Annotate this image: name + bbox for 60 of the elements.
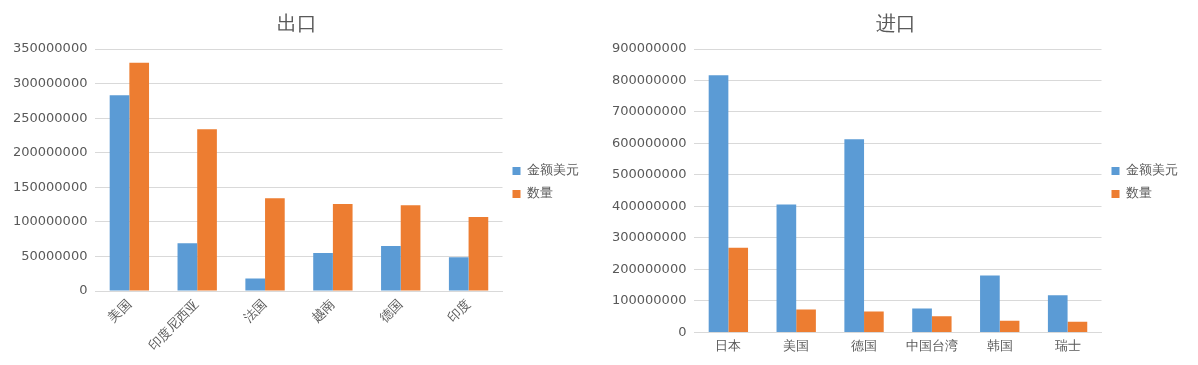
x-tick-label: 中国台湾 [905,337,958,353]
y-tick-label: 100000000 [12,213,88,229]
bar [313,252,333,291]
bar [844,139,865,332]
x-tick-label: 越南 [308,296,338,326]
bar [245,278,266,291]
x-tick-label: 瑞士 [1054,337,1081,353]
bar [999,320,1020,332]
legend-label: 数量 [1126,185,1152,201]
y-tick-label: 0 [678,323,687,339]
bar [912,308,932,332]
y-tick-label: 600000000 [611,134,687,150]
x-tick-label: 美国 [104,296,134,326]
bar [448,257,469,291]
y-tick-label: 500000000 [611,166,687,182]
legend-label: 金额美元 [527,162,579,178]
y-tick-label: 300000000 [611,229,687,245]
x-tick-label: 德国 [851,337,878,353]
bar [864,311,884,332]
bar [381,246,401,291]
chart-title: 出口 [277,11,317,36]
chart-title: 进口 [876,11,916,36]
y-tick-label: 300000000 [12,74,88,90]
bar [177,243,198,291]
x-tick-label: 法国 [240,296,270,326]
bar [129,62,150,291]
bar [1067,321,1088,332]
legend-label: 数量 [527,185,553,201]
bar [265,198,285,291]
y-tick-label: 800000000 [611,71,687,87]
y-tick-label: 900000000 [611,40,687,56]
y-tick-label: 100000000 [611,292,687,308]
x-tick-label: 印度尼西亚 [145,296,202,353]
y-tick-label: 700000000 [611,103,687,119]
bar [776,204,797,332]
bar [109,95,130,291]
bar [1047,295,1068,332]
bar [332,203,353,291]
y-tick-label: 0 [79,282,88,298]
x-tick-label: 德国 [376,296,406,326]
y-tick-label: 350000000 [12,40,88,56]
y-tick-label: 50000000 [21,247,88,263]
y-tick-label: 150000000 [12,178,88,194]
bar [796,309,816,332]
x-tick-label: 美国 [783,337,810,353]
x-tick-label: 日本 [715,337,742,353]
bar [400,205,421,291]
y-tick-label: 200000000 [611,260,687,276]
bar [468,217,489,291]
bar [931,316,952,332]
x-tick-label: 印度 [444,296,474,326]
bar [728,247,749,332]
y-tick-label: 200000000 [12,144,88,160]
x-tick-label: 韩国 [986,337,1013,353]
bar [980,275,1000,332]
bar [197,129,217,291]
legend-label: 金额美元 [1126,162,1178,178]
y-tick-label: 250000000 [12,109,88,125]
y-tick-label: 400000000 [611,197,687,213]
bar [708,75,729,332]
